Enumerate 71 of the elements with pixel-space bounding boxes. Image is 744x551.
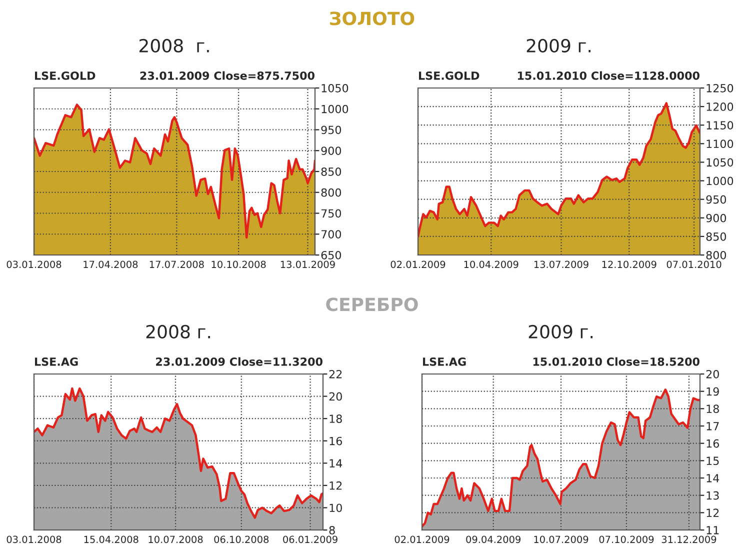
y-tick-label: 750 (321, 209, 342, 218)
y-tick-label: 800 (706, 250, 726, 260)
y-tick-label: 16 (330, 436, 342, 446)
x-tick-label: 31.12.2009 (662, 536, 716, 544)
chart-subtitle: LSE.AG (35, 357, 78, 366)
y-tick-label: 1150 (706, 121, 734, 130)
x-tick-label: 02.01.2009 (390, 260, 446, 268)
y-tick-label: 850 (706, 232, 726, 241)
chart-title: 2009 г. (528, 324, 593, 338)
x-tick-label: 07.01.2010 (666, 260, 722, 268)
y-tick-label: 950 (706, 195, 726, 204)
y-tick-label: 650 (321, 250, 342, 260)
x-tick-label: 02.01.2009 (394, 536, 450, 544)
x-tick-label: 06.10.2008 (214, 536, 269, 544)
chart-title: 2008 г. (139, 38, 209, 52)
text: 23.01.2009 Close=11.3200 (156, 357, 322, 366)
y-tick-label: 11 (706, 526, 719, 534)
y-tick-label: 18 (706, 404, 719, 414)
y-tick-label: 12 (706, 508, 719, 517)
y-tick-label: 850 (321, 167, 342, 176)
x-tick-label: 13.01.2009 (280, 260, 335, 268)
y-tick-label: 14 (706, 474, 720, 482)
y-tick-label: 17 (706, 422, 719, 430)
y-tick-label: 900 (321, 146, 342, 156)
y-tick-label: 19 (706, 387, 719, 396)
y-tick-label: 1100 (706, 140, 734, 148)
y-tick-label: 10 (330, 504, 342, 512)
y-tick-label: 14 (330, 459, 342, 468)
text: 15.01.2010 Close=18.5200 (533, 357, 700, 366)
chart-subtitle: LSE.GOLD (35, 71, 96, 80)
x-tick-label: 03.01.2008 (6, 536, 62, 544)
x-tick-label: 13.07.2009 (534, 260, 588, 268)
x-tick-label: 15.04.2008 (84, 536, 138, 544)
chart-subtitle: LSE.AG (423, 357, 466, 366)
y-tick-label: 1000 (706, 176, 734, 186)
chart-subtitle: LSE.GOLD (419, 71, 480, 80)
x-tick-label: 12.10.2009 (602, 260, 656, 268)
y-tick-label: 16 (706, 439, 719, 448)
x-tick-label: 03.01.2008 (6, 260, 62, 268)
y-tick-label: 900 (706, 214, 726, 222)
x-tick-label: 10.10.2008 (212, 260, 266, 268)
x-tick-label: 17.04.2008 (84, 260, 138, 268)
x-tick-label: 10.04.2009 (464, 260, 518, 268)
y-tick-label: 1250 (706, 84, 734, 92)
text: СЕРЕБРО (326, 298, 418, 312)
text: 23.01.2009 Close=875.7500 (140, 71, 314, 80)
chart-title: 2008 г. (146, 324, 210, 338)
y-tick-label: 20 (329, 392, 342, 401)
y-tick-label: 700 (321, 230, 342, 239)
chart-title: 2009 г. (526, 38, 591, 52)
y-tick-label: 20 (706, 370, 719, 378)
x-tick-label: 07.10.2009 (599, 536, 654, 544)
y-tick-label: 12 (330, 481, 342, 490)
text: ЗОЛОТО (330, 12, 414, 26)
text: 15.01.2010 Close=1128.0000 (518, 71, 700, 80)
y-tick-label: 8 (329, 526, 335, 534)
y-tick-label: 15 (706, 456, 719, 466)
y-tick-label: 1200 (706, 102, 734, 111)
y-tick-label: 22 (329, 370, 342, 378)
x-tick-label: 06.01.2009 (283, 536, 338, 544)
x-tick-label: 10.07.2009 (534, 536, 588, 544)
y-tick-label: 13 (706, 491, 719, 500)
y-tick-label: 1050 (706, 158, 734, 167)
y-tick-label: 18 (330, 414, 342, 423)
x-tick-label: 10.07.2008 (148, 536, 203, 544)
x-tick-label: 09.04.2009 (466, 536, 520, 544)
y-tick-label: 800 (321, 188, 342, 197)
y-tick-label: 1000 (322, 104, 348, 114)
y-tick-label: 1050 (322, 84, 348, 92)
y-tick-label: 950 (321, 126, 342, 134)
x-tick-label: 17.07.2008 (150, 260, 204, 268)
